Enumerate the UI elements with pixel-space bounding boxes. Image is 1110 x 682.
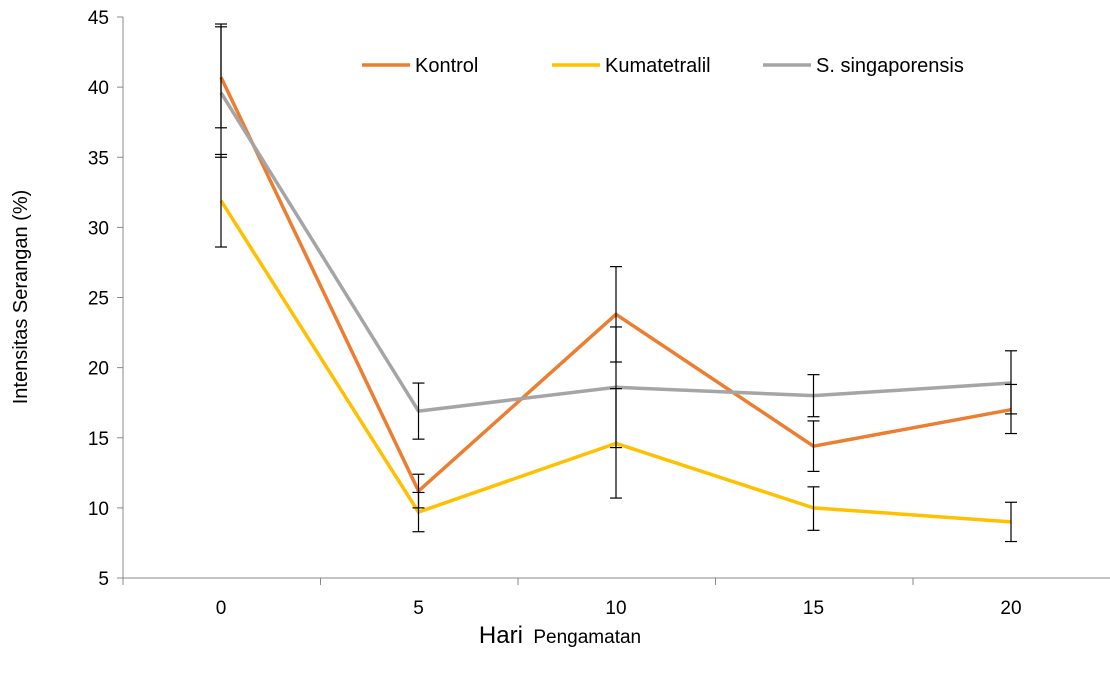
legend: Kontrol Kumatetralil S. singaporensis (362, 55, 964, 77)
y-axis: 5 10 15 20 25 30 35 40 45 (88, 8, 124, 590)
x-tick-label: 10 (605, 598, 626, 619)
y-axis-title: Intensitas Serangan (%) (10, 190, 32, 405)
error-bar (412, 491, 425, 533)
x-tick-label: 15 (803, 598, 824, 619)
legend-label: Kontrol (415, 55, 478, 77)
error-bar (412, 382, 425, 440)
error-bar (1005, 501, 1017, 543)
y-tick-label: 45 (88, 8, 109, 29)
error-bar (215, 26, 227, 129)
x-axis-title-main: Hari (479, 622, 523, 649)
error-bar (1005, 350, 1017, 415)
errorbar-layer (215, 23, 1017, 543)
y-tick-label: 35 (88, 148, 109, 169)
error-bar (610, 326, 622, 449)
legend-label: Kumatetralil (605, 55, 711, 77)
y-tick-label: 30 (88, 218, 109, 239)
x-axis: 0 5 10 15 20 (122, 577, 1110, 619)
y-tick-label: 10 (88, 499, 109, 520)
error-bar (215, 153, 227, 248)
error-bar (807, 486, 820, 531)
error-bar (807, 374, 820, 418)
x-tick-label: 0 (216, 598, 227, 619)
y-tick-label: 20 (88, 359, 109, 380)
y-tick-label: 5 (98, 569, 109, 590)
legend-item: Kumatetralil (552, 55, 711, 77)
y-tick-label: 40 (88, 78, 109, 99)
y-tick-label: 15 (88, 429, 109, 450)
legend-label: S. singaporensis (816, 55, 964, 77)
x-axis-title: Hari Pengamatan (479, 622, 641, 649)
y-tick-label: 25 (88, 289, 109, 310)
error-bar (807, 420, 820, 473)
legend-item: S. singaporensis (763, 55, 964, 77)
x-tick-label: 5 (413, 598, 424, 619)
legend-item: Kontrol (362, 55, 478, 77)
x-axis-title-sub: Pengamatan (533, 627, 641, 648)
x-tick-label: 20 (1000, 598, 1021, 619)
